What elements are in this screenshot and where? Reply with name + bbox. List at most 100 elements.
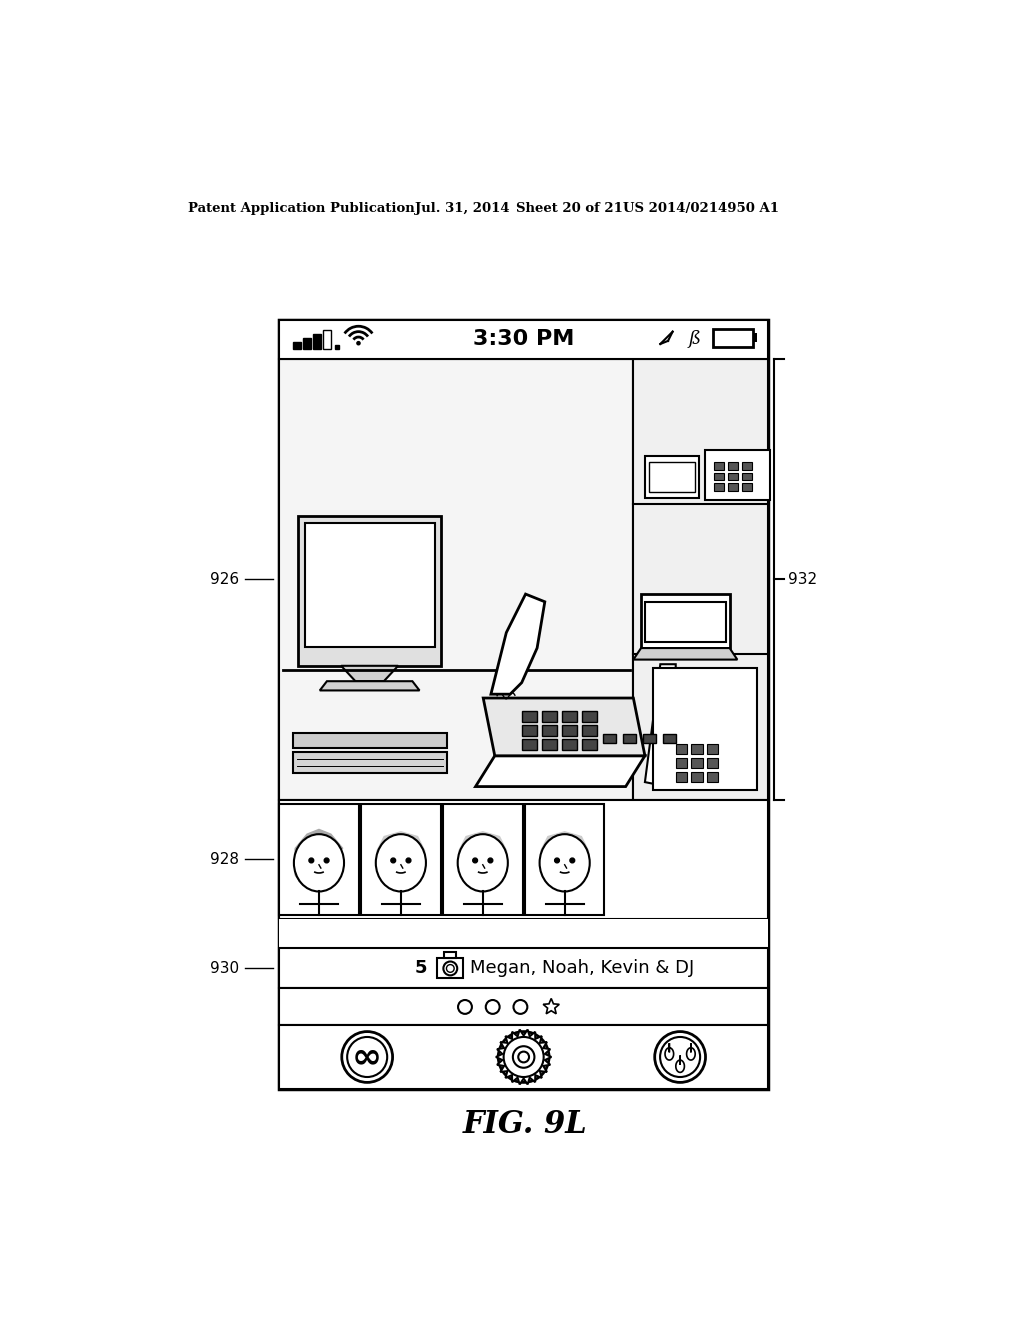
Text: 928: 928 (210, 851, 240, 867)
Ellipse shape (294, 834, 344, 891)
Polygon shape (341, 665, 398, 681)
Bar (753, 333, 757, 342)
Bar (634, 359, 768, 800)
Bar (562, 711, 578, 722)
Bar (542, 711, 557, 722)
Text: 926: 926 (210, 572, 240, 586)
Bar (361, 804, 440, 915)
Bar (714, 462, 724, 470)
Text: US 2014/0214950 A1: US 2014/0214950 A1 (624, 202, 779, 215)
Text: 5: 5 (415, 960, 427, 977)
Bar (562, 739, 578, 750)
Bar (525, 804, 604, 915)
Circle shape (499, 1032, 549, 1082)
Circle shape (518, 1052, 529, 1063)
Polygon shape (686, 1043, 695, 1060)
Bar (713, 329, 753, 347)
Circle shape (407, 858, 411, 863)
Bar (705, 450, 770, 500)
Bar (304, 523, 435, 647)
Polygon shape (483, 698, 645, 756)
Circle shape (570, 858, 574, 863)
Polygon shape (496, 1030, 551, 1085)
Bar (707, 772, 718, 781)
Bar (443, 804, 522, 915)
Text: Patent Application Publication: Patent Application Publication (188, 202, 415, 215)
Polygon shape (634, 648, 737, 660)
Circle shape (325, 858, 329, 863)
Bar (691, 772, 702, 781)
Bar (643, 734, 656, 743)
Bar (323, 330, 331, 350)
Bar (728, 462, 738, 470)
Bar (313, 334, 321, 350)
Bar (582, 725, 597, 735)
Ellipse shape (376, 834, 426, 891)
Bar (444, 952, 456, 958)
Bar (742, 483, 752, 491)
Bar (293, 752, 447, 774)
Circle shape (504, 1038, 544, 1077)
Bar (623, 734, 637, 743)
Circle shape (458, 1001, 472, 1014)
Text: Megan, Noah, Kevin & DJ: Megan, Noah, Kevin & DJ (470, 960, 694, 977)
Bar (298, 516, 441, 665)
Polygon shape (541, 832, 589, 858)
Circle shape (391, 858, 395, 863)
Circle shape (555, 858, 559, 863)
Bar (645, 455, 698, 498)
Circle shape (356, 341, 360, 346)
Bar (742, 473, 752, 480)
Bar (280, 321, 768, 1089)
Bar (335, 345, 339, 350)
Bar (280, 919, 768, 950)
Bar (582, 739, 597, 750)
Polygon shape (490, 594, 545, 694)
Polygon shape (543, 998, 559, 1014)
Bar (280, 800, 768, 919)
Bar (676, 772, 687, 781)
Bar (521, 725, 538, 735)
Bar (521, 739, 538, 750)
Bar (280, 989, 768, 1026)
Bar (542, 725, 557, 735)
Circle shape (342, 1032, 392, 1082)
Text: 930: 930 (210, 961, 240, 975)
Polygon shape (665, 1043, 674, 1060)
Polygon shape (676, 1056, 684, 1072)
Text: 932: 932 (788, 572, 817, 586)
Bar (676, 744, 687, 755)
Polygon shape (475, 756, 645, 787)
Text: ß: ß (689, 330, 701, 348)
Polygon shape (377, 832, 425, 858)
Polygon shape (319, 681, 420, 690)
Ellipse shape (540, 834, 590, 891)
Circle shape (485, 1001, 500, 1014)
Circle shape (309, 858, 313, 863)
Bar (728, 483, 738, 491)
Bar (691, 758, 702, 768)
Bar (652, 668, 757, 789)
Text: 3:30 PM: 3:30 PM (473, 330, 574, 350)
Bar (641, 594, 730, 648)
Bar (293, 733, 447, 748)
Polygon shape (459, 832, 507, 858)
Bar (562, 725, 578, 735)
Circle shape (660, 1038, 700, 1077)
Polygon shape (645, 664, 676, 785)
Text: ∞: ∞ (352, 1040, 382, 1074)
Bar (280, 949, 768, 989)
Bar (676, 758, 687, 768)
Text: FIG. 9L: FIG. 9L (463, 1109, 587, 1140)
Bar (280, 804, 358, 915)
Bar (714, 473, 724, 480)
Polygon shape (295, 849, 300, 882)
Text: Sheet 20 of 21: Sheet 20 of 21 (515, 202, 623, 215)
Text: Jul. 31, 2014: Jul. 31, 2014 (416, 202, 510, 215)
Bar (437, 958, 464, 978)
Circle shape (347, 1038, 387, 1077)
Bar (714, 483, 724, 491)
Bar (303, 338, 310, 350)
Bar (293, 342, 301, 350)
Circle shape (488, 858, 493, 863)
